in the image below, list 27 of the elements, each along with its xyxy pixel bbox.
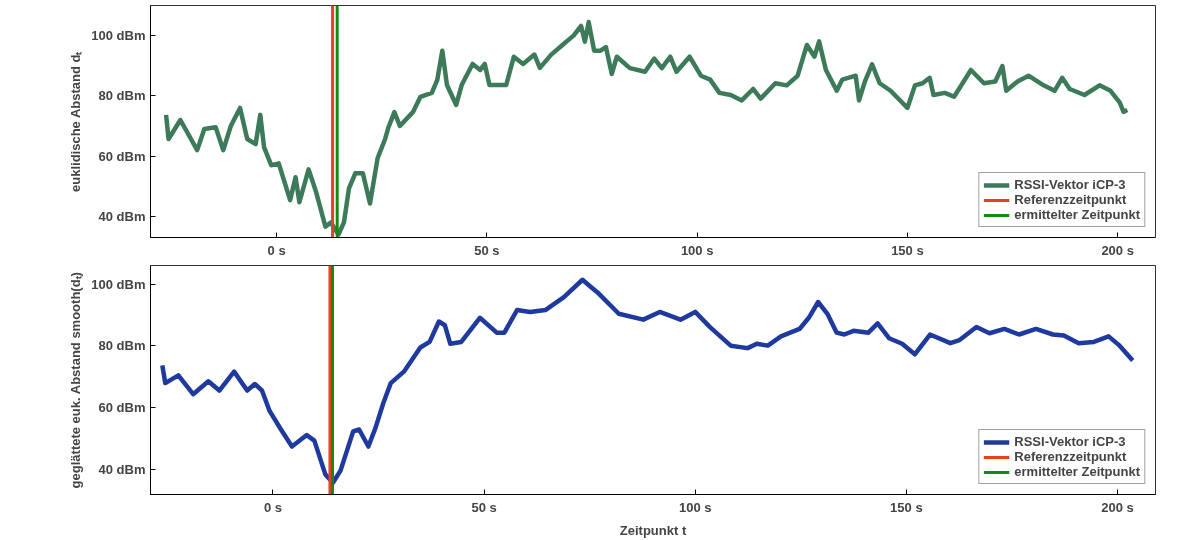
x-tick-label: 150 s (890, 499, 923, 515)
y-tick-label: 100 dBm (91, 276, 146, 292)
legend-label: Referenzzeitpunkt (1014, 192, 1127, 207)
y-tick-label: 40 dBm (98, 208, 146, 224)
x-tick-label: 100 s (680, 242, 714, 258)
legend-label: RSSI-Vektor iCP-3 (1014, 177, 1126, 192)
legend-label: Referenzzeitpunkt (1014, 449, 1127, 464)
x-tick-label: 50 s (471, 499, 497, 515)
x-tick-label: 0 s (267, 242, 286, 258)
y-tick-label: 80 dBm (98, 338, 146, 354)
y-axis-title: geglättete euk. Abstand smooth(dₜ) (68, 272, 84, 489)
legend-label: ermittelter Zeitpunkt (1014, 207, 1140, 222)
y-axis-title: euklidische Abstand dₜ (68, 50, 84, 192)
y-tick-label: 100 dBm (91, 28, 146, 44)
x-axis-title: Zeitpunkt t (619, 522, 687, 538)
x-tick-label: 100 s (678, 499, 712, 515)
x-tick-label: 50 s (474, 242, 500, 258)
y-tick-label: 60 dBm (98, 400, 146, 416)
x-tick-label: 200 s (1101, 242, 1134, 258)
y-tick-label: 40 dBm (98, 462, 146, 478)
legend-label: ermittelter Zeitpunkt (1014, 464, 1140, 479)
legend-label: RSSI-Vektor iCP-3 (1014, 434, 1126, 449)
x-tick-label: 150 s (891, 242, 924, 258)
y-tick-label: 60 dBm (98, 148, 146, 164)
x-tick-label: 0 s (263, 499, 282, 515)
y-tick-label: 80 dBm (98, 88, 146, 104)
x-tick-label: 200 s (1101, 499, 1134, 515)
